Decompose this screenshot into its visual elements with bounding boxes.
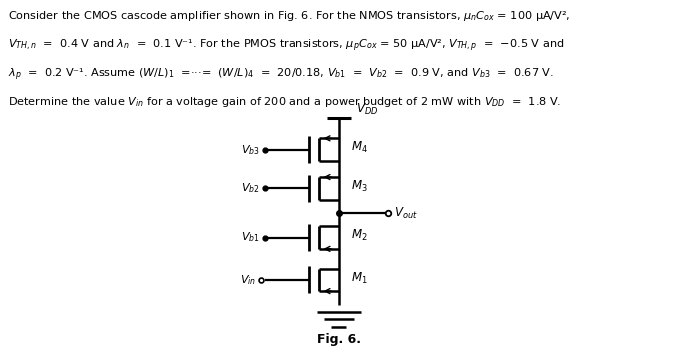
Text: $M_3$: $M_3$: [351, 179, 368, 194]
Text: Fig. 6.: Fig. 6.: [317, 333, 360, 346]
Text: $V_{b2}$: $V_{b2}$: [241, 181, 259, 195]
Text: Consider the CMOS cascode amplifier shown in Fig. 6. For the NMOS transistors, $: Consider the CMOS cascode amplifier show…: [8, 9, 570, 23]
Text: $M_2$: $M_2$: [351, 228, 368, 243]
Text: $V_{in}$: $V_{in}$: [241, 273, 257, 287]
Text: $V_{b1}$: $V_{b1}$: [241, 231, 259, 245]
Text: $V_{TH,n}$  =  0.4 V and $\lambda_n$  =  0.1 V⁻¹. For the PMOS transistors, $\mu: $V_{TH,n}$ = 0.4 V and $\lambda_n$ = 0.1…: [8, 38, 564, 54]
Text: $M_4$: $M_4$: [351, 140, 368, 155]
Text: $\lambda_p$  =  0.2 V⁻¹. Assume $(W/L)_1$  =···=  $(W/L)_4$  =  20/0.18, $V_{b1}: $\lambda_p$ = 0.2 V⁻¹. Assume $(W/L)_1$ …: [8, 67, 554, 83]
Text: $V_{out}$: $V_{out}$: [394, 206, 418, 220]
Text: $V_{DD}$: $V_{DD}$: [356, 102, 378, 117]
Text: Determine the value $V_{in}$ for a voltage gain of 200 and a power budget of 2 m: Determine the value $V_{in}$ for a volta…: [8, 95, 561, 109]
Text: $V_{b3}$: $V_{b3}$: [241, 143, 259, 157]
Text: $M_1$: $M_1$: [351, 271, 368, 285]
